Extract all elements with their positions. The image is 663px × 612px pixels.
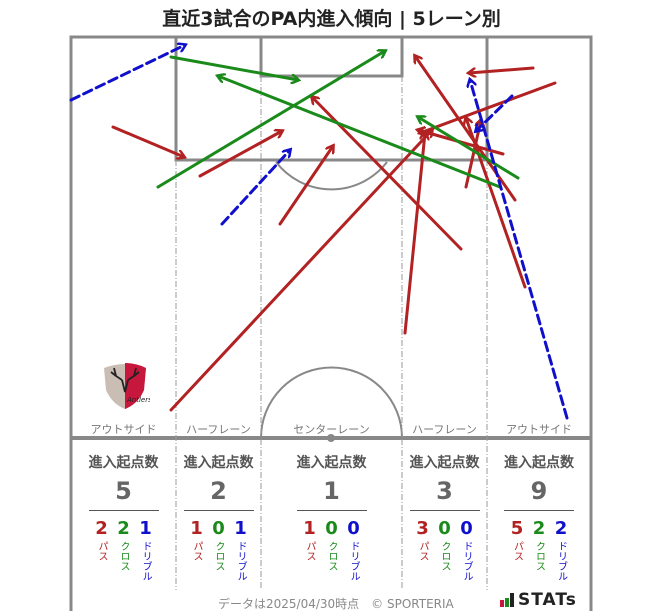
stat-header: 進入起点数 (88, 455, 159, 471)
pass-label: パス (417, 541, 428, 561)
pass-arrow (169, 130, 432, 412)
lane-stats-right-half: 進入起点数 3 3 パス 0 クロス 0 ドリブル (402, 452, 487, 581)
cross-arrow (156, 51, 385, 189)
lane-label-right-outside: アウトサイド (506, 423, 572, 436)
dribble-label: ドリブル (235, 541, 246, 581)
divider (296, 510, 367, 511)
pass-arrow (420, 81, 557, 133)
cross-count: 0 (325, 518, 338, 539)
stats-logo: STATs (500, 590, 577, 610)
entry-arrows (69, 45, 569, 420)
divider (88, 510, 159, 511)
chart-title: 直近3試合のPA内進入傾向 | 5レーン別 (162, 8, 501, 30)
lane-label-center: センターレーン (293, 423, 370, 436)
center-spot (327, 434, 335, 442)
dribble-count: 0 (460, 518, 473, 539)
pass-count: 5 (510, 518, 524, 539)
divider (504, 510, 574, 511)
dribble-count: 0 (347, 518, 360, 539)
dribble-label: ドリブル (555, 541, 567, 581)
pass-arrow (198, 131, 282, 178)
stat-total: 5 (115, 477, 132, 505)
pass-count: 2 (95, 518, 108, 539)
lane-stats-right-outside: 進入起点数 9 5 パス 2 クロス 2 ドリブル (487, 452, 591, 581)
lane-stats-left-half: 進入起点数 2 1 パス 0 クロス 1 ドリブル (176, 452, 261, 581)
brand-name: STATs (518, 590, 577, 610)
lane-label-left-half: ハーフレーン (186, 423, 251, 436)
cross-count: 0 (438, 518, 451, 539)
dribble-arrow (69, 45, 185, 102)
cross-count: 2 (532, 518, 546, 539)
dribble-arrow (220, 150, 290, 226)
center-circle (260, 366, 403, 439)
pass-count: 1 (303, 518, 316, 539)
dribble-count: 1 (234, 518, 247, 539)
pass-label: パス (511, 541, 523, 561)
pass-label: パス (191, 541, 202, 561)
pass-label: パス (304, 541, 315, 561)
cross-count: 2 (117, 518, 130, 539)
bar-chart-icon (500, 593, 514, 607)
lane-label-left-outside: アウトサイド (90, 423, 157, 436)
pass-arrow (111, 125, 184, 157)
stat-total: 2 (210, 477, 227, 505)
stat-total: 1 (323, 477, 340, 505)
cross-arrow (169, 55, 298, 80)
cross-label: クロス (439, 541, 450, 571)
stat-header: 進入起点数 (183, 455, 254, 471)
pass-arrow (312, 97, 463, 251)
pass-count: 3 (416, 518, 429, 539)
pass-count: 1 (190, 518, 203, 539)
lane-label-right-half: ハーフレーン (412, 423, 477, 436)
stat-header: 進入起点数 (296, 455, 367, 471)
cross-arrow (418, 117, 520, 180)
dribble-arrow (476, 94, 514, 131)
dribble-label: ドリブル (348, 541, 359, 581)
divider (409, 510, 480, 511)
pitch-border (69, 35, 593, 611)
stat-header: 進入起点数 (504, 455, 574, 471)
pass-arrow (469, 66, 535, 73)
stat-total: 9 (530, 477, 548, 505)
goal-area (259, 37, 404, 78)
dribble-count: 2 (554, 518, 568, 539)
lane-stats-center: 進入起点数 1 1 パス 0 クロス 0 ドリブル (261, 452, 402, 581)
data-source-note: データは2025/04/30時点 © SPORTERIA (218, 597, 454, 611)
lane-stats-left-outside: 進入起点数 5 2 パス 2 クロス 1 ドリブル (71, 452, 176, 581)
cross-label: クロス (326, 541, 337, 571)
pass-arrow (403, 133, 425, 335)
dribble-label: ドリブル (140, 541, 151, 581)
pass-arrow (278, 146, 333, 226)
dribble-arrow (470, 80, 569, 420)
svg-text:Antlers: Antlers (126, 396, 150, 404)
dribble-count: 1 (139, 518, 152, 539)
stat-total: 3 (436, 477, 453, 505)
penalty-area (174, 37, 489, 162)
cross-label: クロス (533, 541, 545, 571)
divider (183, 510, 254, 511)
pass-label: パス (96, 541, 107, 561)
penalty-arc (275, 161, 388, 191)
team-badge: Antlers (104, 363, 150, 409)
cross-arrow (218, 76, 502, 189)
dribble-label: ドリブル (461, 541, 472, 581)
cross-count: 0 (212, 518, 225, 539)
cross-label: クロス (118, 541, 129, 571)
stat-header: 進入起点数 (409, 455, 480, 471)
cross-label: クロス (213, 541, 224, 571)
